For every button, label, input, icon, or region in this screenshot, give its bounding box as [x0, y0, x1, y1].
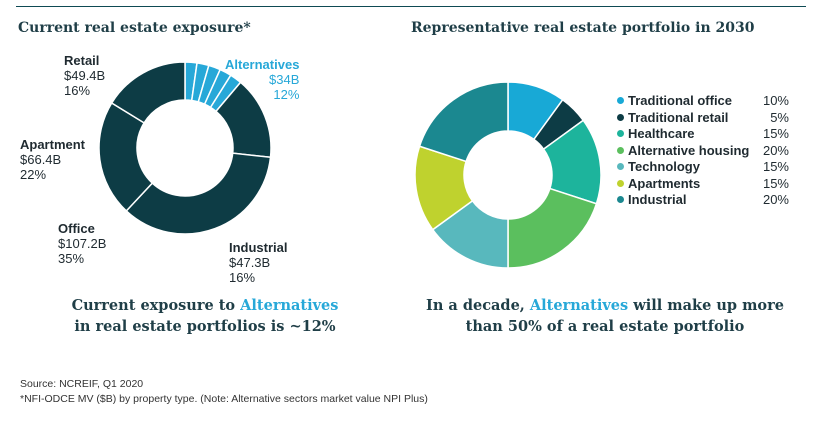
caption-highlight: Alternatives [529, 297, 629, 314]
slice-office [125, 152, 272, 235]
legend-item-alternative-housing: Alternative housing 20% [617, 143, 789, 160]
label-retail: Retail $49.4B 16% [64, 53, 106, 98]
slice-alternative-housing [507, 187, 598, 269]
legend-swatch [617, 97, 624, 104]
legend-swatch [617, 113, 624, 121]
right-chart-title: Representative real estate portfolio in … [411, 20, 755, 36]
label-apartment: Apartment $66.4B 22% [20, 137, 86, 182]
portfolio-legend: Traditional office 10% Traditional retai… [617, 93, 789, 209]
legend-swatch [617, 163, 624, 170]
left-chart-title: Current real estate exposure* [18, 20, 251, 36]
left-caption: Current exposure to Alternatives in real … [71, 297, 339, 335]
right-caption: In a decade, Alternatives will make up m… [426, 297, 784, 335]
slice-retail [110, 61, 186, 124]
source-note: Source: NCREIF, Q1 2020 [20, 378, 144, 390]
top-rule [16, 6, 806, 7]
legend-swatch [617, 130, 624, 137]
legend-swatch [617, 196, 624, 203]
portfolio-2030-donut [414, 81, 602, 269]
legend-swatch [617, 146, 624, 154]
legend-item-healthcare: Healthcare 15% [617, 126, 789, 143]
caption-highlight: Alternatives [240, 297, 339, 314]
legend-item-industrial: Industrial 20% [617, 192, 789, 209]
label-office: Office $107.2B 35% [58, 221, 107, 266]
legend-swatch [617, 179, 624, 187]
legend-item-traditional-retail: Traditional retail 5% [617, 110, 789, 127]
label-alternatives: Alternatives $34B 12% [225, 57, 300, 102]
legend-item-technology: Technology 15% [617, 159, 789, 176]
label-industrial: Industrial $47.3B 16% [229, 240, 288, 285]
legend-item-apartments: Apartments 15% [617, 176, 789, 193]
footnote: *NFI-ODCE MV ($B) by property type. (Not… [20, 393, 428, 405]
current-exposure-donut [98, 61, 272, 235]
slice-industrial [418, 81, 509, 163]
legend-item-traditional-office: Traditional office 10% [617, 93, 789, 110]
